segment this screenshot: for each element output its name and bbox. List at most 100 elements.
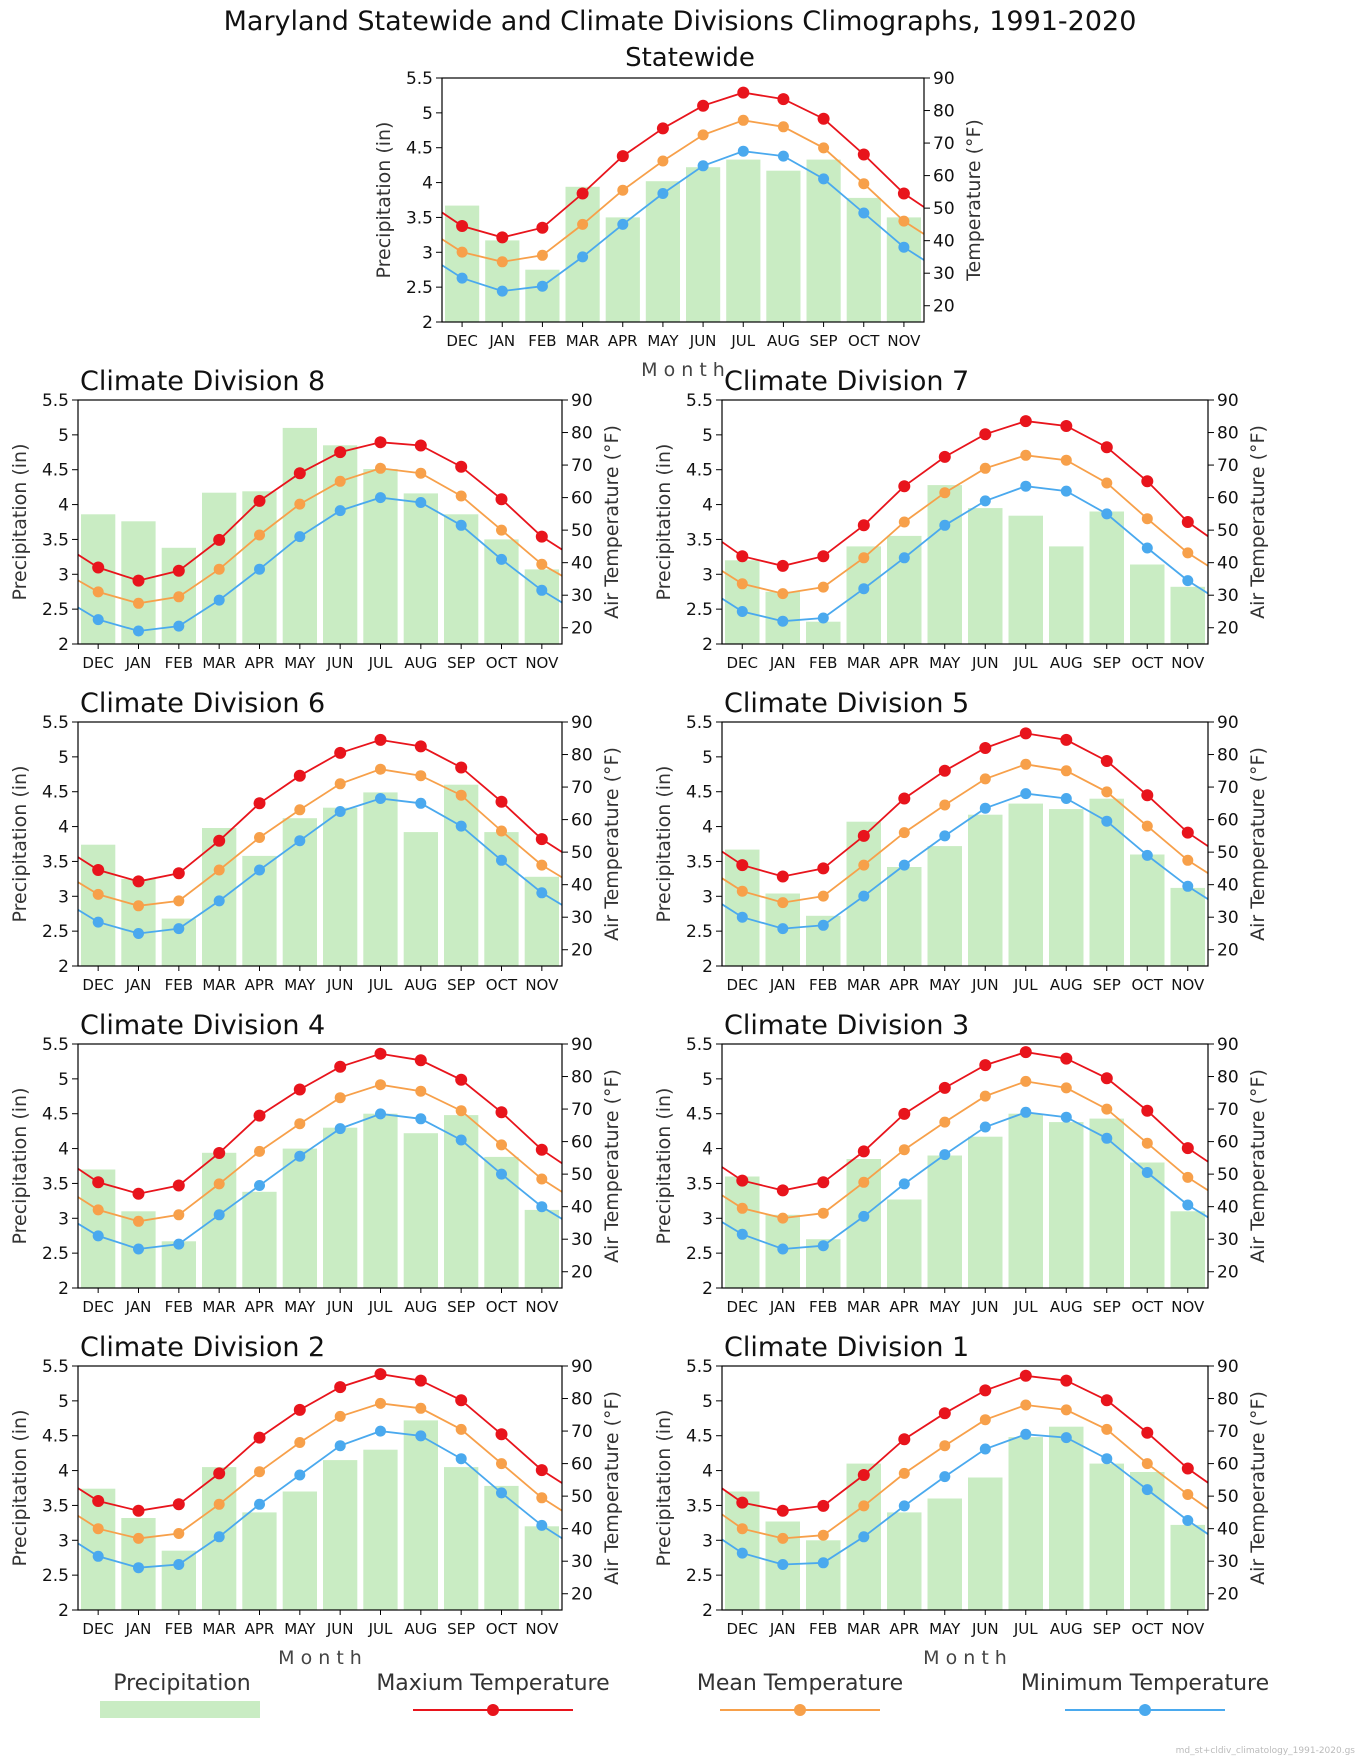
mean-temp-marker [496, 1458, 507, 1470]
plot-frame [721, 1365, 1209, 1611]
month-tick-label: OCT [486, 654, 518, 672]
month-tick-label: NOV [525, 1620, 559, 1638]
mean-temp-marker [1101, 1423, 1113, 1435]
min-temp-marker [1060, 485, 1072, 497]
month-tick-label: OCT [848, 332, 880, 350]
max-temp-marker [979, 742, 992, 754]
mean-temp-marker [817, 1529, 829, 1541]
precip-tick-label: 3.5 [686, 530, 713, 550]
mean-temp-marker [173, 591, 185, 603]
min-temp-marker [1182, 1199, 1194, 1211]
min-temp-marker [736, 911, 748, 923]
max-temp-marker [495, 1428, 508, 1441]
plot-frame [721, 1043, 1209, 1289]
min-temp-marker [92, 1550, 104, 1562]
month-tick-label: APR [608, 332, 638, 350]
temp-tick-label: 60 [571, 811, 593, 831]
max-temp-marker [253, 797, 266, 810]
precip-bar [1008, 1113, 1043, 1288]
precip-tick-label: 4.5 [686, 461, 713, 481]
month-tick-label: APR [889, 1620, 919, 1638]
min-temp-marker [455, 519, 467, 531]
temp-axis-label: Air Temperature (°F) [1247, 747, 1269, 941]
mean-temp-marker [818, 142, 830, 154]
month-tick-label: MAY [929, 654, 961, 672]
precip-tick-label: 4 [702, 818, 713, 838]
mean-temp-marker [213, 1178, 225, 1190]
max-temp-marker [817, 112, 830, 125]
min-temp-marker [898, 241, 910, 253]
mean-temp-marker [577, 218, 589, 230]
temp-tick-label: 20 [571, 941, 593, 961]
max-temp-marker [938, 764, 951, 777]
min-temp-marker [817, 919, 829, 931]
min-temp-marker [334, 806, 346, 817]
precip-tick-label: 4.5 [686, 783, 713, 803]
precip-tick-label: 3 [58, 1531, 69, 1551]
min-temp-marker [1060, 1432, 1072, 1444]
month-tick-label: DEC [82, 1298, 114, 1316]
temp-tick-label: 70 [933, 134, 955, 154]
max-temp-marker [374, 1047, 387, 1060]
precip-bar [968, 508, 1003, 644]
temp-tick-label: 60 [1217, 489, 1239, 509]
max-temp-marker [213, 1467, 226, 1480]
mean-temp-marker [496, 524, 507, 536]
month-tick-label: FEB [809, 1620, 837, 1638]
max-temp-line [722, 420, 1208, 567]
temp-tick-label: 80 [933, 102, 955, 122]
min-temp-marker [697, 160, 709, 172]
precip-tick-label: 5 [58, 426, 69, 446]
min-temp-marker [1020, 788, 1032, 800]
mean-temp-marker [294, 1118, 306, 1130]
mean-temp-marker [736, 1202, 748, 1214]
temp-tick-label: 80 [571, 424, 593, 444]
temp-tick-label: 90 [1217, 1035, 1239, 1055]
precip-axis-label: Precipitation (in) [653, 1088, 675, 1245]
precip-bar [806, 621, 841, 644]
mean-temp-marker [939, 487, 951, 499]
temp-tick-label: 70 [571, 456, 593, 476]
mean-temp-marker [415, 1085, 427, 1097]
precip-tick-label: 3 [702, 565, 713, 585]
mean-temp-marker [1060, 1082, 1072, 1094]
mean-temp-marker [939, 1440, 951, 1452]
max-temp-marker [172, 867, 185, 880]
precip-tick-label: 3.5 [42, 1174, 69, 1194]
precip-bar [605, 217, 640, 322]
mean-temp-marker [213, 864, 225, 876]
month-tick-label: JUN [689, 332, 717, 350]
month-tick-label: AUG [1050, 1620, 1083, 1638]
temp-tick-label: 30 [1217, 586, 1239, 606]
min-temp-marker [777, 923, 789, 935]
max-temp-marker [857, 148, 870, 161]
precip-tick-label: 3.5 [406, 208, 433, 228]
temp-tick-label: 80 [1217, 1068, 1239, 1088]
min-temp-marker [173, 923, 185, 935]
temp-tick-label: 40 [1217, 1198, 1239, 1218]
min-temp-marker [294, 835, 306, 847]
mean-temp-line [722, 763, 1208, 904]
precip-tick-label: 5.5 [42, 713, 69, 733]
mean-temp-marker [133, 1215, 144, 1227]
temp-tick-label: 30 [1217, 1230, 1239, 1250]
month-tick-label: JUL [368, 1620, 393, 1638]
month-tick-label: SEP [810, 332, 838, 350]
temp-tick-label: 80 [571, 746, 593, 766]
max-temp-marker [293, 1083, 306, 1096]
min-temp-marker [496, 1168, 507, 1180]
max-temp-marker [857, 519, 870, 532]
min-temp-marker [777, 1243, 789, 1255]
month-tick-label: JAN [125, 1298, 152, 1316]
max-temp-marker [496, 231, 509, 244]
max-temp-marker [1100, 441, 1113, 454]
plot-frame [77, 721, 563, 967]
precip-bar [403, 1420, 438, 1610]
max-temp-marker [293, 467, 306, 480]
month-tick-label: SEP [1093, 1298, 1121, 1316]
min-temp-marker [818, 173, 830, 185]
precip-bar [1008, 1437, 1043, 1610]
min-temp-marker [777, 1559, 789, 1570]
min-temp-marker [898, 859, 910, 871]
mean-temp-marker [858, 859, 870, 871]
